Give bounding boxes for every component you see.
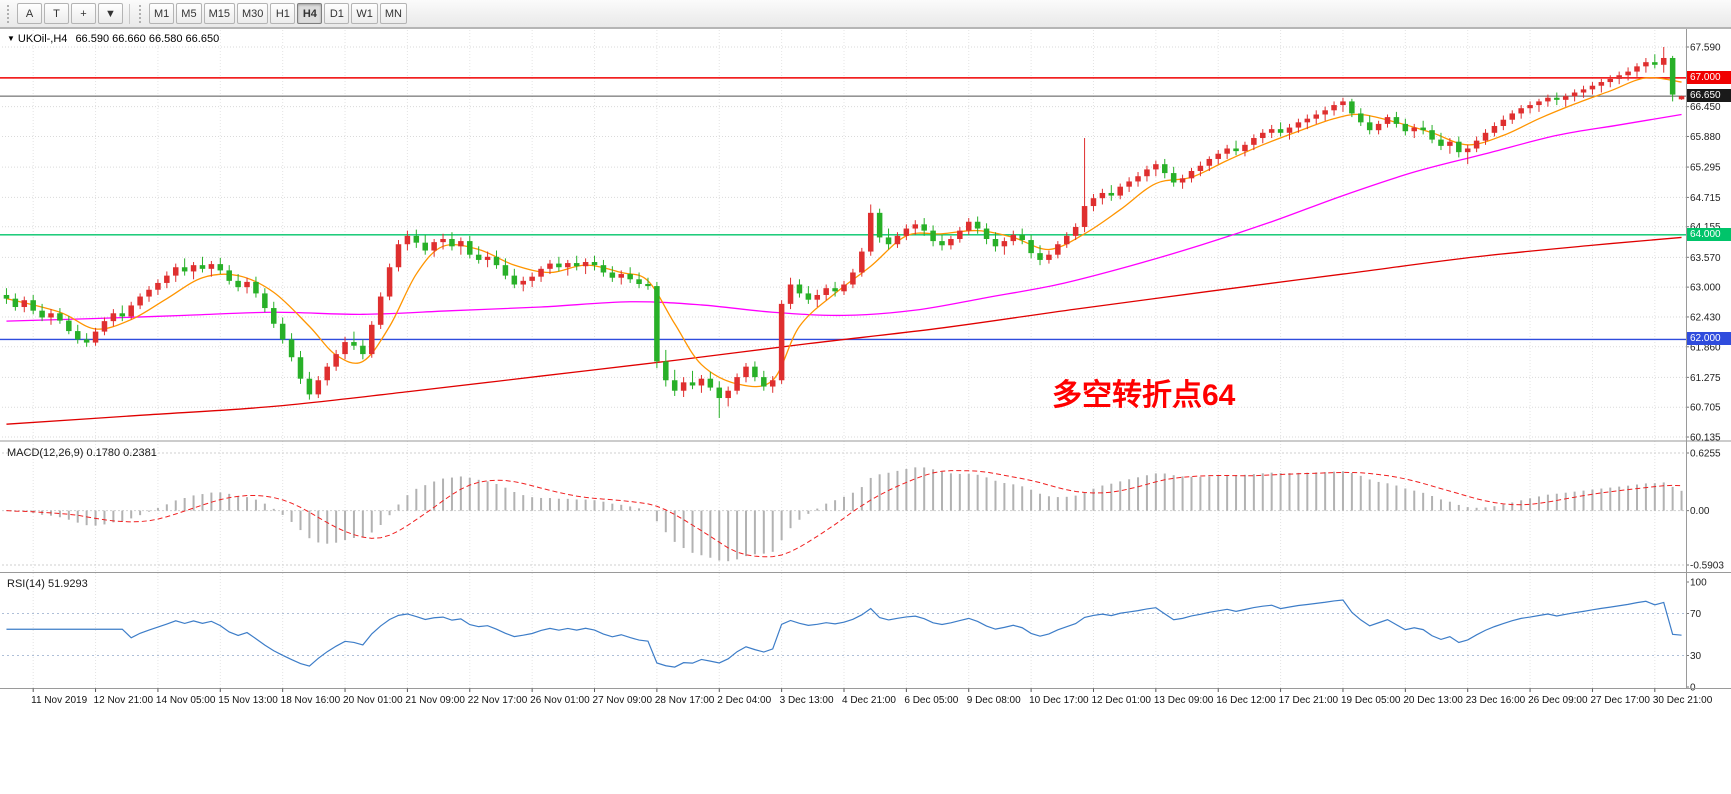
timeframe-button-mn[interactable]: MN xyxy=(379,3,407,24)
svg-text:64.715: 64.715 xyxy=(1690,193,1721,204)
svg-text:60.705: 60.705 xyxy=(1690,403,1721,414)
svg-text:67.590: 67.590 xyxy=(1690,43,1721,54)
svg-text:63.000: 63.000 xyxy=(1690,283,1721,294)
svg-text:17 Dec 21:00: 17 Dec 21:00 xyxy=(1279,695,1339,706)
svg-text:66.450: 66.450 xyxy=(1690,102,1721,113)
rsi-indicator-label: RSI(14) 51.9293 xyxy=(7,578,88,590)
timeframe-button-h1[interactable]: H1 xyxy=(270,3,296,24)
svg-text:22 Nov 17:00: 22 Nov 17:00 xyxy=(468,695,528,706)
level-price-badge: 62.000 xyxy=(1687,332,1731,346)
toolbar: A T + ▼ M1 M5 M15 M30 H1 H4 D1 W1 MN xyxy=(0,0,1731,28)
timeframe-button-m1[interactable]: M1 xyxy=(149,3,175,24)
svg-text:14 Nov 05:00: 14 Nov 05:00 xyxy=(156,695,216,706)
svg-text:13 Dec 09:00: 13 Dec 09:00 xyxy=(1154,695,1214,706)
timeframe-button-m5[interactable]: M5 xyxy=(176,3,202,24)
svg-text:23 Dec 16:00: 23 Dec 16:00 xyxy=(1466,695,1526,706)
level-price-badge: 67.000 xyxy=(1687,70,1731,84)
font-button[interactable]: A xyxy=(17,3,42,24)
svg-text:30: 30 xyxy=(1690,651,1702,662)
svg-text:6 Dec 05:00: 6 Dec 05:00 xyxy=(904,695,958,706)
svg-text:26 Nov 01:00: 26 Nov 01:00 xyxy=(530,695,590,706)
svg-text:12 Dec 01:00: 12 Dec 01:00 xyxy=(1091,695,1151,706)
level-price-badge: 64.000 xyxy=(1687,227,1731,241)
toolbar-dropdown-caret[interactable]: ▼ xyxy=(98,3,123,24)
svg-text:63.570: 63.570 xyxy=(1690,253,1721,264)
line-studies-toolbar: A T + ▼ xyxy=(17,3,123,24)
svg-text:19 Dec 05:00: 19 Dec 05:00 xyxy=(1341,695,1401,706)
chart-collapse-icon[interactable]: ▼ xyxy=(7,34,15,43)
svg-text:0.6255: 0.6255 xyxy=(1690,449,1721,460)
svg-text:28 Nov 17:00: 28 Nov 17:00 xyxy=(655,695,715,706)
svg-text:61.275: 61.275 xyxy=(1690,373,1721,384)
svg-text:-0.5903: -0.5903 xyxy=(1690,561,1724,572)
svg-text:20 Nov 01:00: 20 Nov 01:00 xyxy=(343,695,403,706)
toolbar-grip[interactable] xyxy=(7,4,12,23)
svg-text:61.860: 61.860 xyxy=(1690,342,1721,353)
svg-text:3 Dec 13:00: 3 Dec 13:00 xyxy=(780,695,834,706)
svg-text:9 Dec 08:00: 9 Dec 08:00 xyxy=(967,695,1021,706)
crosshair-button[interactable]: + xyxy=(71,3,96,24)
svg-text:20 Dec 13:00: 20 Dec 13:00 xyxy=(1403,695,1463,706)
svg-text:70: 70 xyxy=(1690,609,1702,620)
svg-text:2 Dec 04:00: 2 Dec 04:00 xyxy=(717,695,771,706)
timeframe-button-m15[interactable]: M15 xyxy=(203,3,235,24)
svg-text:11 Nov 2019: 11 Nov 2019 xyxy=(31,695,87,706)
svg-text:100: 100 xyxy=(1690,578,1707,589)
timeframe-button-w1[interactable]: W1 xyxy=(351,3,378,24)
svg-text:60.135: 60.135 xyxy=(1690,433,1721,444)
text-label-button[interactable]: T xyxy=(44,3,69,24)
svg-text:64.155: 64.155 xyxy=(1690,222,1721,233)
svg-text:27 Dec 17:00: 27 Dec 17:00 xyxy=(1590,695,1650,706)
svg-text:65.880: 65.880 xyxy=(1690,132,1721,143)
svg-text:21 Nov 09:00: 21 Nov 09:00 xyxy=(405,695,465,706)
svg-text:12 Nov 21:00: 12 Nov 21:00 xyxy=(94,695,154,706)
svg-text:16 Dec 12:00: 16 Dec 12:00 xyxy=(1216,695,1276,706)
macd-indicator-label: MACD(12,26,9) 0.1780 0.2381 xyxy=(7,447,157,459)
svg-text:30 Dec 21:00: 30 Dec 21:00 xyxy=(1653,695,1713,706)
toolbar-separator xyxy=(129,3,130,24)
svg-text:65.295: 65.295 xyxy=(1690,163,1721,174)
svg-text:62.430: 62.430 xyxy=(1690,312,1721,323)
ohlc-readout: 66.590 66.660 66.580 66.650 xyxy=(75,33,220,45)
svg-text:18 Nov 16:00: 18 Nov 16:00 xyxy=(281,695,341,706)
svg-text:10 Dec 17:00: 10 Dec 17:00 xyxy=(1029,695,1089,706)
svg-text:0.00: 0.00 xyxy=(1690,506,1710,517)
timeframe-button-m30[interactable]: M30 xyxy=(236,3,269,24)
svg-text:26 Dec 09:00: 26 Dec 09:00 xyxy=(1528,695,1588,706)
svg-text:4 Dec 21:00: 4 Dec 21:00 xyxy=(842,695,896,706)
toolbar-grip[interactable] xyxy=(139,4,144,23)
timeframes-toolbar: M1 M5 M15 M30 H1 H4 D1 W1 MN xyxy=(149,3,407,24)
svg-text:15 Nov 13:00: 15 Nov 13:00 xyxy=(218,695,278,706)
symbol-title: UKOil-,H4 xyxy=(17,33,68,45)
chart-text-annotation[interactable]: 多空转折点64 xyxy=(1052,379,1236,412)
chart-header: ▼ UKOil-,H4 66.590 66.660 66.580 66.650 xyxy=(7,33,219,45)
svg-text:27 Nov 09:00: 27 Nov 09:00 xyxy=(593,695,653,706)
last-price-badge: 66.650 xyxy=(1687,89,1731,103)
timeframe-button-d1[interactable]: D1 xyxy=(324,3,350,24)
timeframe-button-h4[interactable]: H4 xyxy=(297,3,323,24)
